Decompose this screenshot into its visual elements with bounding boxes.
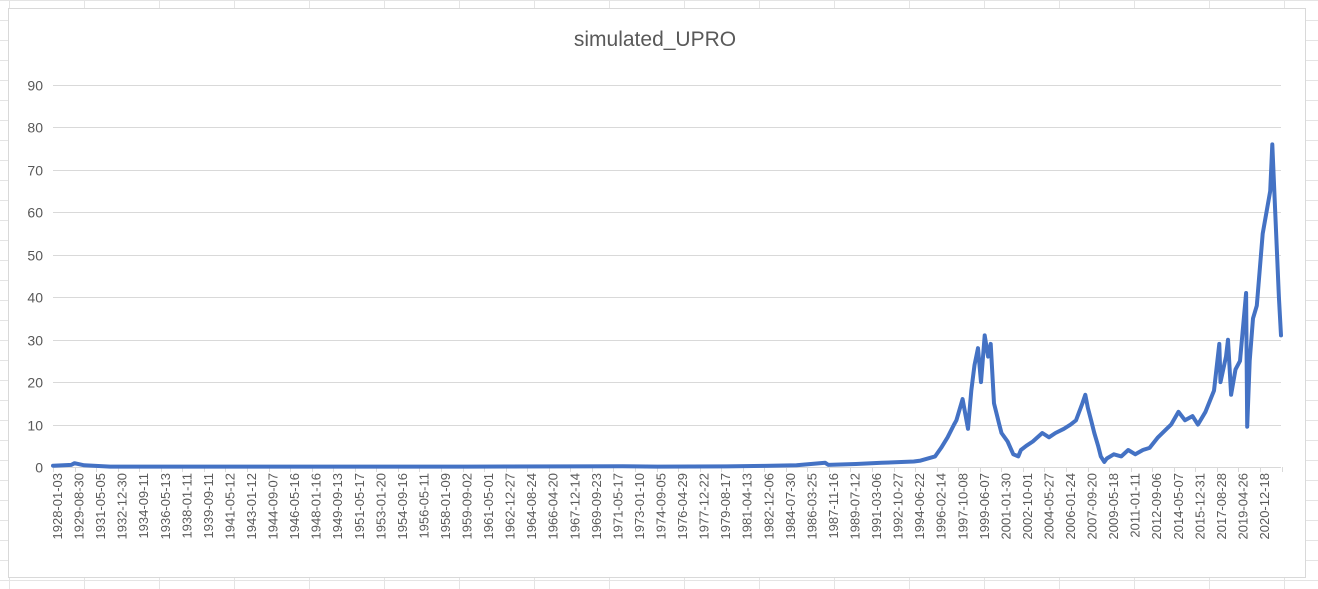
x-tick-label: 2012-09-06 — [1149, 473, 1164, 540]
x-tick-label: 1946-05-16 — [287, 473, 302, 540]
x-tick-label: 2006-01-24 — [1063, 473, 1078, 540]
x-tick-label: 1948-01-16 — [309, 473, 324, 540]
series-line — [51, 142, 1283, 469]
x-tick-label: 1976-04-29 — [675, 473, 690, 540]
x-tick-label: 1956-05-11 — [416, 473, 431, 539]
chart-area[interactable] — [8, 8, 1306, 578]
y-tick-label: 90 — [27, 78, 43, 94]
series-lines — [51, 142, 1283, 469]
x-tick-label: 1939-09-11 — [201, 473, 216, 539]
x-tick-label: 2011-01-11 — [1128, 473, 1143, 538]
x-tick-label: 1984-07-30 — [783, 473, 798, 540]
y-tick-label: 10 — [27, 418, 43, 434]
y-tick-label: 30 — [27, 333, 43, 349]
x-tick-label: 2019-04-26 — [1235, 473, 1250, 540]
x-tick-label: 1967-12-14 — [567, 473, 582, 540]
x-tick-label: 1986-03-25 — [804, 473, 819, 540]
x-tick-label: 1961-05-01 — [481, 473, 496, 540]
x-tick-label: 1941-05-12 — [222, 473, 237, 540]
x-tick-label: 1958-01-09 — [438, 473, 453, 540]
chart-title: simulated_UPRO — [573, 28, 737, 51]
x-tick-label: 1953-01-20 — [373, 473, 388, 540]
x-tick-label: 1974-09-05 — [654, 473, 669, 540]
x-tick-label: 1962-12-27 — [503, 473, 518, 540]
x-tick-label: 1929-08-30 — [72, 473, 87, 540]
x-tick-label: 1951-05-17 — [352, 473, 367, 540]
y-tick-label: 20 — [27, 375, 43, 391]
y-axis-tick-labels: 0 10 20 30 40 50 60 70 80 90 — [27, 78, 43, 476]
x-tick-label: 1944-09-07 — [266, 473, 281, 540]
x-tick-label: 1959-09-02 — [460, 473, 475, 540]
x-tick-label: 1931-05-05 — [93, 473, 108, 540]
x-tick-label: 1997-10-08 — [955, 473, 970, 540]
x-tick-label: 1979-08-17 — [718, 473, 733, 540]
horizontal-gridlines — [53, 85, 1281, 426]
x-tick-label: 1938-01-11 — [179, 473, 194, 539]
x-tick-label: 2007-09-20 — [1085, 473, 1100, 540]
x-tick-label: 1992-10-27 — [891, 473, 906, 540]
y-tick-label: 80 — [27, 120, 43, 136]
y-tick-label: 60 — [27, 205, 43, 221]
x-tick-label: 2009-05-18 — [1106, 473, 1121, 540]
y-tick-label: 70 — [27, 163, 43, 179]
x-tick-label: 1932-12-30 — [115, 473, 130, 540]
x-tick-label: 1996-02-14 — [934, 473, 949, 540]
y-tick-label: 50 — [27, 248, 43, 264]
x-tick-label: 1969-09-23 — [589, 473, 604, 540]
x-tick-label: 2004-05-27 — [1041, 473, 1056, 540]
x-tick-label: 2020-12-18 — [1257, 473, 1272, 540]
x-tick-label: 1999-06-07 — [977, 473, 992, 540]
x-tick-label: 1991-03-06 — [869, 473, 884, 540]
x-tick-label: 2015-12-31 — [1192, 473, 1207, 540]
x-tick-label: 1966-04-20 — [546, 473, 561, 540]
x-tick-label: 1977-12-22 — [697, 473, 712, 540]
x-tick-label: 1943-01-12 — [244, 473, 259, 540]
x-tick-label: 1994-06-22 — [912, 473, 927, 540]
x-tick-label: 1982-12-06 — [761, 473, 776, 540]
x-axis-ticks: 1928-01-03 1929-08-30 1931-05-05 1932-12-30… — [50, 467, 1283, 540]
x-tick-label: 1981-04-13 — [740, 473, 755, 540]
x-tick-label: 2014-05-07 — [1171, 473, 1186, 540]
x-tick-label: 2017-08-28 — [1214, 473, 1229, 540]
x-tick-label: 1971-05-17 — [610, 473, 625, 540]
y-tick-label: 0 — [35, 460, 43, 476]
y-tick-label: 40 — [27, 290, 43, 306]
x-tick-label: 2002-10-01 — [1020, 473, 1035, 540]
x-tick-label: 1989-07-12 — [847, 473, 862, 540]
x-tick-label: 1964-08-24 — [524, 473, 539, 540]
x-tick-label: 1987-11-16 — [826, 473, 841, 539]
x-tick-label: 1973-01-10 — [632, 473, 647, 540]
x-tick-label: 1936-05-13 — [158, 473, 173, 540]
x-tick-label: 1949-09-13 — [330, 473, 345, 540]
x-tick-label: 2001-01-30 — [998, 473, 1013, 540]
x-tick-label: 1934-09-11 — [136, 473, 151, 539]
x-tick-label: 1928-01-03 — [50, 473, 65, 540]
x-tick-label: 1954-09-16 — [395, 473, 410, 540]
